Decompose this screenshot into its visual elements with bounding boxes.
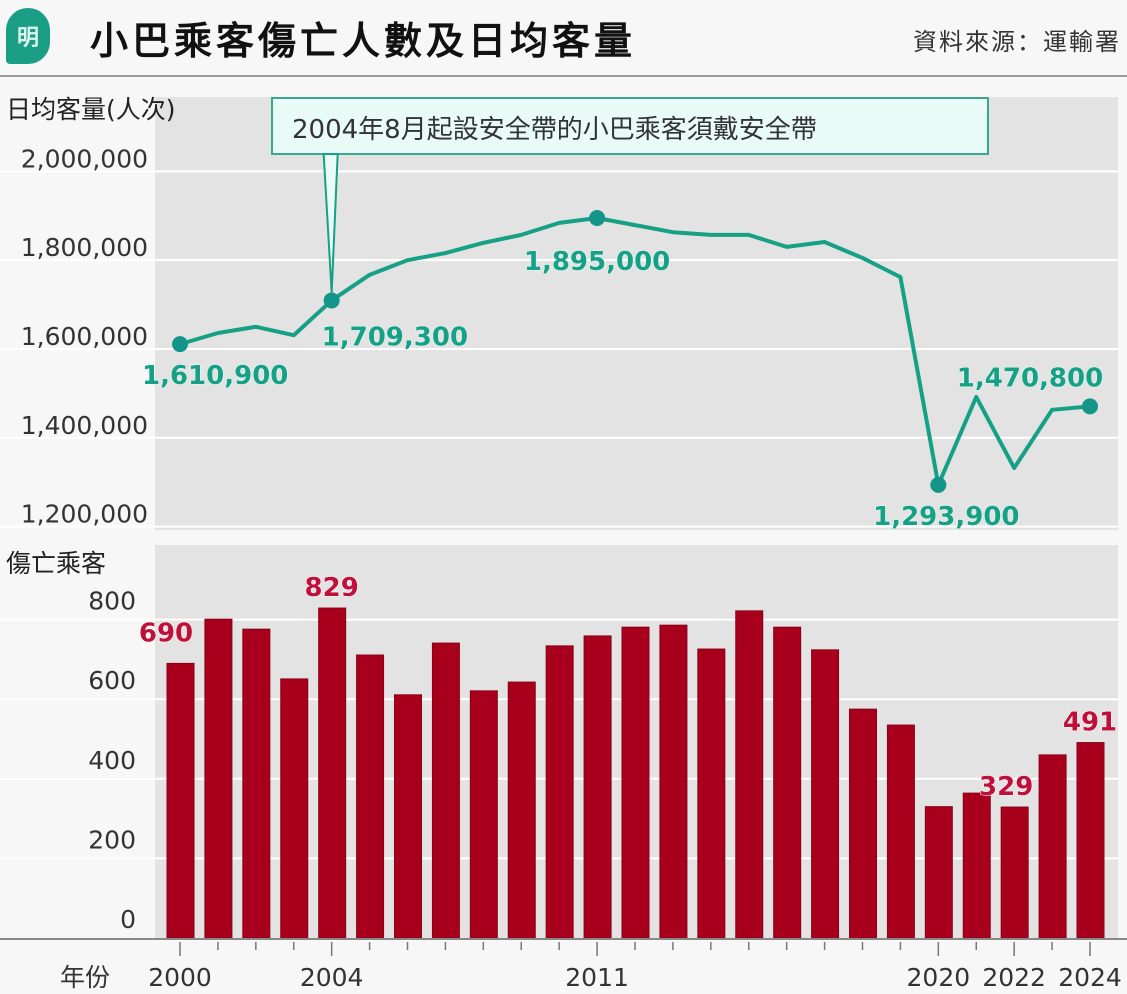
x-tick-label: 2020 xyxy=(907,963,971,992)
source-note: 資料來源：運輸署 xyxy=(913,28,1121,56)
bar-2006 xyxy=(394,694,422,939)
bar-y-ticks: 800 600 400 200 0 xyxy=(88,587,136,934)
line-y-axis-title: 日均客量(人次) xyxy=(6,95,176,124)
line-series: 1,610,900 1,709,300 1,895,000 1,293,900 1,47… xyxy=(142,210,1104,532)
x-tick-label: 2011 xyxy=(565,963,629,992)
bar-y-tick-label: 0 xyxy=(120,905,136,934)
bar-2005 xyxy=(356,654,385,939)
x-tick-label: 2000 xyxy=(148,963,212,992)
line-y-ticks: 2,000,000 1,800,000 1,600,000 1,400,000 1,20… xyxy=(21,144,148,528)
bar-2013 xyxy=(659,624,688,939)
bar-data-label: 329 xyxy=(979,772,1033,802)
data-point-marker xyxy=(1082,398,1098,415)
bar-y-tick-label: 200 xyxy=(88,825,136,854)
bar-2000 xyxy=(166,662,195,939)
x-tick-label: 2004 xyxy=(300,963,364,992)
bar-y-axis-title: 傷亡乘客 xyxy=(6,549,106,578)
line-data-label: 1,470,800 xyxy=(957,363,1103,393)
bar-2021 xyxy=(962,792,991,939)
data-point-marker xyxy=(589,210,606,226)
annotation-text: 2004年8月起設安全帶的小巴乘客須戴安全帶 xyxy=(292,115,817,145)
line-data-label: 1,610,900 xyxy=(142,361,288,391)
bar-2010 xyxy=(545,645,574,939)
x-tick-label: 2022 xyxy=(982,963,1046,992)
line-y-tick-label: 2,000,000 xyxy=(21,144,148,173)
line-y-tick-label: 1,800,000 xyxy=(21,233,148,262)
seatbelt-annotation: 2004年8月起設安全帶的小巴乘客須戴安全帶 xyxy=(271,97,989,293)
bar-data-label: 829 xyxy=(305,573,359,603)
bar-2012 xyxy=(621,626,650,939)
bar-2004 xyxy=(318,607,347,939)
line-y-tick-label: 1,600,000 xyxy=(21,322,148,351)
bar-2007 xyxy=(431,642,460,939)
bar-2002 xyxy=(242,628,271,939)
bar-2024 xyxy=(1076,742,1105,939)
bar-2014 xyxy=(697,648,726,939)
x-ticks: 2000 2004 2011 2020 2022 2024 xyxy=(148,942,1122,992)
chart-title: 小巴乘客傷亡人數及日均客量 xyxy=(90,19,637,63)
bar-2017 xyxy=(811,649,840,939)
line-plot-background xyxy=(155,97,1118,530)
bar-2023 xyxy=(1038,754,1067,939)
line-y-tick-label: 1,200,000 xyxy=(21,500,148,529)
annotation-pointer xyxy=(322,153,339,293)
bar-2009 xyxy=(507,681,536,939)
bar-y-tick-label: 400 xyxy=(88,746,136,775)
line-y-tick-label: 1,400,000 xyxy=(21,411,148,440)
line-data-label: 1,709,300 xyxy=(322,322,468,352)
header: 明 小巴乘客傷亡人數及日均客量 資料來源：運輸署 xyxy=(0,0,1127,77)
line-data-label: 1,293,900 xyxy=(873,502,1019,532)
bar-2003 xyxy=(280,678,309,939)
bar-2015 xyxy=(735,610,764,939)
logo: 明 xyxy=(6,8,50,64)
line-data-label: 1,895,000 xyxy=(524,247,670,277)
bar-2019 xyxy=(886,724,915,939)
bar-data-label: 491 xyxy=(1063,708,1117,738)
bar-data-label: 690 xyxy=(139,618,193,648)
bar-2016 xyxy=(773,626,802,939)
data-point-marker xyxy=(930,476,947,493)
bar-2001 xyxy=(204,618,233,939)
x-tick-label: 2024 xyxy=(1058,963,1122,992)
passenger-line-chart: 日均客量(人次) 2,000,000 1,800,000 1,600,000 1,40… xyxy=(0,95,1118,532)
logo-text: 明 xyxy=(16,26,39,51)
bar-2018 xyxy=(849,708,877,939)
data-point-marker xyxy=(172,336,188,353)
bar-y-tick-label: 600 xyxy=(88,666,136,695)
bar-y-tick-label: 800 xyxy=(88,587,136,616)
annotation-box xyxy=(271,97,989,155)
bar-2011 xyxy=(583,635,612,939)
data-point-marker xyxy=(323,292,340,309)
bar-2020 xyxy=(924,806,953,939)
bar-2008 xyxy=(469,690,498,939)
x-axis-title: 年份 xyxy=(60,963,110,992)
bar-series: 690 829 329 491 xyxy=(138,573,1118,939)
bar-2022 xyxy=(1000,806,1029,939)
